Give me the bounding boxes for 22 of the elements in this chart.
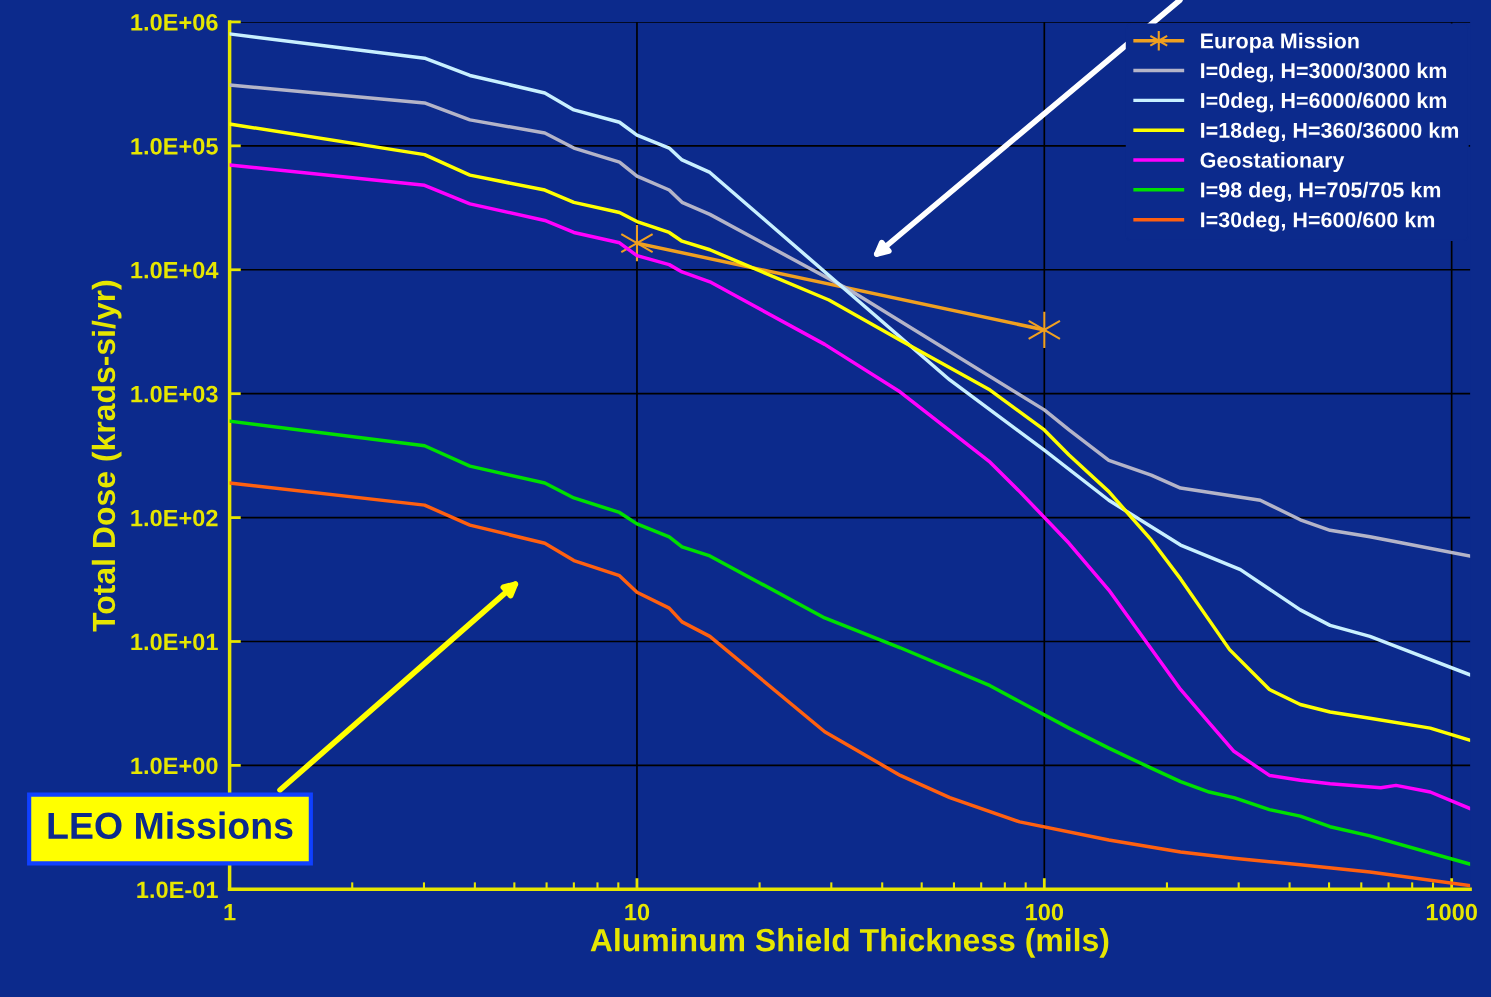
y-tick-label: 1.0E+04 — [131, 261, 219, 279]
legend-label: I=0deg, H=6000/6000 km — [1201, 92, 1447, 113]
x-tick-label: 10 — [625, 903, 650, 921]
y-tick-label: 1.0E+00 — [131, 757, 218, 775]
legend-label: I=18deg, H=360/36000 km — [1201, 122, 1459, 143]
legend-label: Europa Mission — [1201, 32, 1359, 53]
legend-label: Geostationary — [1200, 152, 1345, 173]
annotation: LEO Missions — [48, 811, 293, 840]
y-tick-label: 1.0E+01 — [131, 633, 218, 651]
legend-label: I=0deg, H=3000/3000 km — [1201, 62, 1447, 83]
x-tick-label: 1 — [224, 904, 236, 921]
y-axis-title: Total Dose (krads-si/yr) — [91, 280, 122, 632]
y-tick-label: 1.0E+02 — [131, 509, 218, 527]
x-tick-label: 100 — [1026, 903, 1064, 921]
x-tick-label: 1000 — [1426, 903, 1477, 921]
y-tick-label: 1.0E+03 — [131, 385, 218, 403]
y-tick-label: 1.0E+05 — [131, 137, 218, 155]
legend-label: I=30deg, H=600/600 km — [1201, 211, 1435, 232]
y-tick-label: 1.0E+06 — [131, 14, 218, 31]
y-tick-label: 1.0E-01 — [137, 881, 218, 899]
x-axis-title: Aluminum Shield Thickness (mils) — [590, 928, 1109, 958]
legend-label: I=98 deg, H=705/705 km — [1201, 181, 1441, 202]
